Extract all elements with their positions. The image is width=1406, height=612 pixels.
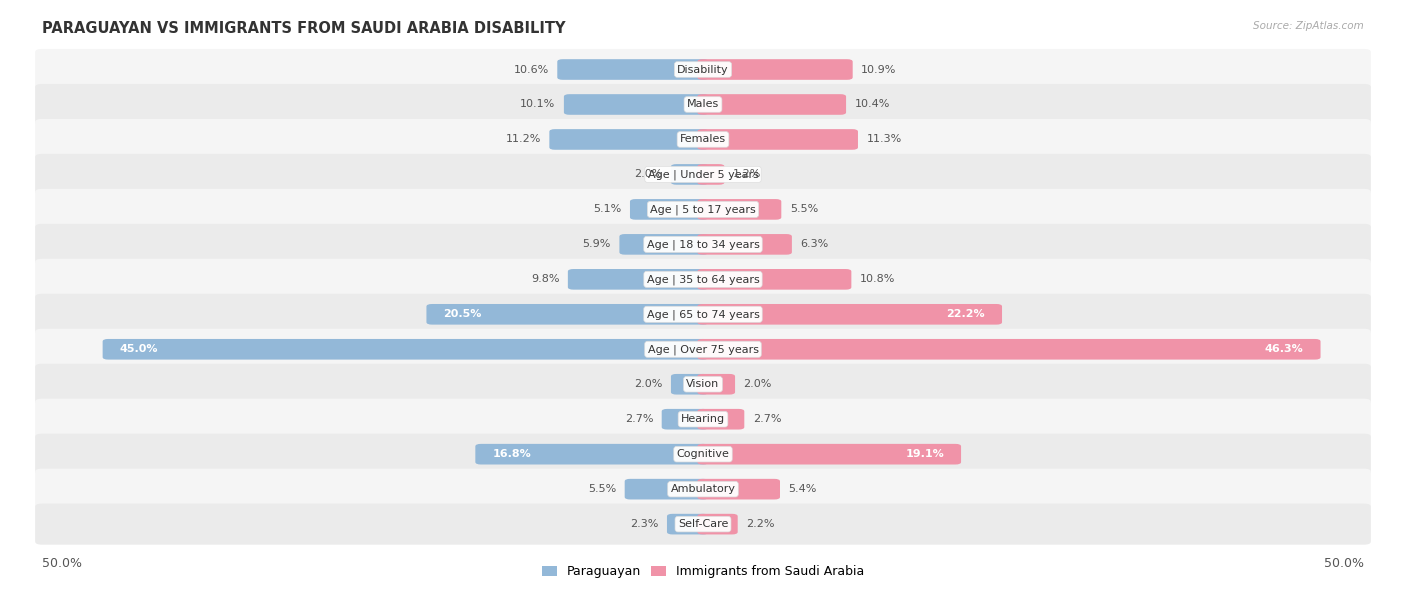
- Text: Self-Care: Self-Care: [678, 519, 728, 529]
- FancyBboxPatch shape: [35, 224, 1371, 265]
- Text: 6.3%: 6.3%: [800, 239, 828, 249]
- FancyBboxPatch shape: [666, 514, 709, 534]
- Text: 10.6%: 10.6%: [513, 64, 548, 75]
- Text: 10.8%: 10.8%: [860, 274, 896, 285]
- FancyBboxPatch shape: [35, 504, 1371, 545]
- Text: 10.4%: 10.4%: [855, 100, 890, 110]
- Text: 11.3%: 11.3%: [866, 135, 901, 144]
- Text: 5.5%: 5.5%: [588, 484, 616, 494]
- FancyBboxPatch shape: [35, 398, 1371, 440]
- Text: 16.8%: 16.8%: [492, 449, 531, 459]
- FancyBboxPatch shape: [35, 154, 1371, 195]
- Text: 50.0%: 50.0%: [42, 557, 82, 570]
- FancyBboxPatch shape: [697, 269, 852, 289]
- Text: 10.9%: 10.9%: [860, 64, 897, 75]
- Text: Age | 5 to 17 years: Age | 5 to 17 years: [650, 204, 756, 215]
- FancyBboxPatch shape: [697, 164, 724, 185]
- Text: 46.3%: 46.3%: [1265, 345, 1303, 354]
- FancyBboxPatch shape: [35, 189, 1371, 230]
- FancyBboxPatch shape: [697, 444, 962, 465]
- Text: Source: ZipAtlas.com: Source: ZipAtlas.com: [1253, 21, 1364, 31]
- Text: Age | Under 5 years: Age | Under 5 years: [648, 169, 758, 180]
- Text: 5.5%: 5.5%: [790, 204, 818, 214]
- FancyBboxPatch shape: [35, 49, 1371, 90]
- Text: 2.7%: 2.7%: [752, 414, 782, 424]
- FancyBboxPatch shape: [103, 339, 709, 360]
- FancyBboxPatch shape: [426, 304, 709, 324]
- Text: 20.5%: 20.5%: [443, 309, 482, 319]
- Text: Disability: Disability: [678, 64, 728, 75]
- FancyBboxPatch shape: [697, 129, 858, 150]
- FancyBboxPatch shape: [35, 364, 1371, 405]
- FancyBboxPatch shape: [568, 269, 709, 289]
- Text: 2.0%: 2.0%: [744, 379, 772, 389]
- Text: 22.2%: 22.2%: [946, 309, 986, 319]
- Text: Age | 18 to 34 years: Age | 18 to 34 years: [647, 239, 759, 250]
- Text: Females: Females: [681, 135, 725, 144]
- FancyBboxPatch shape: [620, 234, 709, 255]
- Text: 1.2%: 1.2%: [733, 170, 761, 179]
- Text: 2.2%: 2.2%: [747, 519, 775, 529]
- FancyBboxPatch shape: [35, 119, 1371, 160]
- Legend: Paraguayan, Immigrants from Saudi Arabia: Paraguayan, Immigrants from Saudi Arabia: [541, 565, 865, 578]
- FancyBboxPatch shape: [630, 199, 709, 220]
- FancyBboxPatch shape: [671, 374, 709, 395]
- FancyBboxPatch shape: [35, 259, 1371, 300]
- FancyBboxPatch shape: [697, 514, 738, 534]
- FancyBboxPatch shape: [35, 434, 1371, 475]
- FancyBboxPatch shape: [550, 129, 709, 150]
- Text: PARAGUAYAN VS IMMIGRANTS FROM SAUDI ARABIA DISABILITY: PARAGUAYAN VS IMMIGRANTS FROM SAUDI ARAB…: [42, 21, 565, 37]
- FancyBboxPatch shape: [697, 479, 780, 499]
- FancyBboxPatch shape: [624, 479, 709, 499]
- FancyBboxPatch shape: [35, 469, 1371, 510]
- FancyBboxPatch shape: [564, 94, 709, 115]
- Text: 10.1%: 10.1%: [520, 100, 555, 110]
- FancyBboxPatch shape: [35, 329, 1371, 370]
- Text: Ambulatory: Ambulatory: [671, 484, 735, 494]
- Text: 19.1%: 19.1%: [905, 449, 945, 459]
- Text: 5.1%: 5.1%: [593, 204, 621, 214]
- FancyBboxPatch shape: [557, 59, 709, 80]
- Text: Age | 35 to 64 years: Age | 35 to 64 years: [647, 274, 759, 285]
- Text: 2.3%: 2.3%: [630, 519, 658, 529]
- Text: Age | 65 to 74 years: Age | 65 to 74 years: [647, 309, 759, 319]
- Text: Age | Over 75 years: Age | Over 75 years: [648, 344, 758, 354]
- Text: Cognitive: Cognitive: [676, 449, 730, 459]
- FancyBboxPatch shape: [697, 59, 852, 80]
- FancyBboxPatch shape: [697, 304, 1002, 324]
- FancyBboxPatch shape: [671, 164, 709, 185]
- Text: 45.0%: 45.0%: [120, 345, 157, 354]
- FancyBboxPatch shape: [697, 374, 735, 395]
- Text: 5.4%: 5.4%: [789, 484, 817, 494]
- FancyBboxPatch shape: [697, 339, 1320, 360]
- Text: Hearing: Hearing: [681, 414, 725, 424]
- FancyBboxPatch shape: [697, 234, 792, 255]
- Text: 9.8%: 9.8%: [531, 274, 560, 285]
- Text: 11.2%: 11.2%: [506, 135, 541, 144]
- Text: 2.7%: 2.7%: [624, 414, 654, 424]
- Text: Vision: Vision: [686, 379, 720, 389]
- Text: 5.9%: 5.9%: [582, 239, 612, 249]
- FancyBboxPatch shape: [697, 94, 846, 115]
- Text: 2.0%: 2.0%: [634, 170, 662, 179]
- Text: Males: Males: [688, 100, 718, 110]
- FancyBboxPatch shape: [662, 409, 709, 430]
- FancyBboxPatch shape: [697, 409, 744, 430]
- Text: 50.0%: 50.0%: [1324, 557, 1364, 570]
- FancyBboxPatch shape: [35, 84, 1371, 125]
- FancyBboxPatch shape: [35, 294, 1371, 335]
- Text: 2.0%: 2.0%: [634, 379, 662, 389]
- FancyBboxPatch shape: [475, 444, 709, 465]
- FancyBboxPatch shape: [697, 199, 782, 220]
